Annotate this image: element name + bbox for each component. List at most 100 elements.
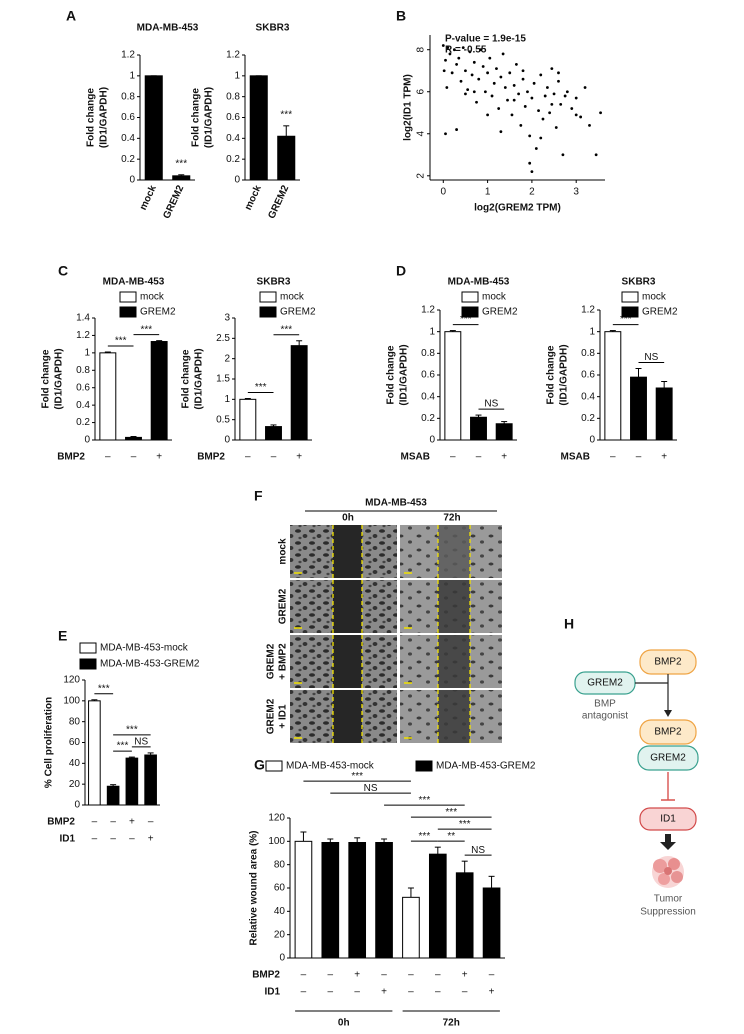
treatment-mark: – — [435, 987, 441, 998]
legend-swatch — [621, 306, 639, 318]
y-axis-label: Relative wound area (%) — [249, 830, 260, 945]
point — [554, 126, 558, 129]
bar — [277, 135, 296, 181]
panel-label: E — [58, 628, 67, 644]
significance-label: *** — [419, 795, 431, 806]
significance-label: *** — [620, 314, 632, 325]
x-axis-label: log2(GREM2 TPM) — [474, 203, 561, 214]
point — [550, 67, 554, 71]
point — [444, 132, 447, 136]
bar — [99, 352, 117, 441]
significance-label: NS — [484, 399, 498, 410]
point — [499, 75, 503, 79]
treatment-name: BMP2 — [47, 817, 75, 828]
point — [521, 77, 525, 81]
point — [559, 102, 563, 106]
y-axis-label: Fold change — [546, 345, 557, 404]
panel-label: B — [396, 8, 406, 24]
x-tick-label: mock — [243, 183, 264, 212]
legend-swatch — [259, 291, 277, 303]
y-axis-label: (ID1/GAPDH) — [399, 344, 410, 405]
legend-swatch — [621, 291, 639, 303]
treatment-mark: – — [381, 970, 387, 981]
y-tick-label: 1.2 — [76, 330, 90, 341]
column-label: 72h — [443, 513, 460, 524]
chart-title: MDA-MB-453 — [448, 277, 510, 288]
bar — [604, 331, 622, 441]
treatment-mark: – — [301, 987, 307, 998]
node-label: GREM2 — [650, 753, 686, 764]
point — [448, 52, 452, 56]
x-tick-label: 2 — [529, 187, 535, 198]
treatment-mark: – — [408, 987, 414, 998]
point — [557, 79, 560, 83]
point — [457, 56, 461, 60]
y-tick-label: 0 — [589, 435, 595, 446]
panel-label: H — [564, 616, 574, 632]
point — [490, 94, 494, 98]
y-tick-label: 0.4 — [421, 391, 435, 402]
y-tick-label: 0 — [129, 175, 135, 186]
x-tick-label: 3 — [573, 187, 579, 198]
treatment-mark: – — [110, 834, 116, 845]
wound-gap — [333, 525, 362, 578]
y-tick-label: 1.2 — [421, 305, 435, 316]
y-tick-label: 0.4 — [121, 133, 135, 144]
treatment-name: ID1 — [264, 987, 280, 998]
node-note: BMP — [594, 699, 616, 710]
tumor-icon — [652, 856, 684, 888]
bar — [455, 872, 474, 959]
point — [526, 90, 529, 94]
treatment-mark: – — [450, 452, 456, 463]
y-tick-label: 60 — [274, 883, 286, 894]
wound-gap — [333, 635, 362, 688]
significance-label: *** — [126, 725, 138, 736]
y-tick-label: 0 — [234, 175, 240, 186]
point — [479, 48, 483, 52]
legend-swatch — [119, 306, 137, 318]
point — [552, 92, 556, 96]
point — [528, 161, 532, 165]
y-tick-label: 1.4 — [76, 313, 90, 324]
point — [450, 71, 454, 75]
wound-gap — [438, 690, 470, 743]
legend-label: mock — [642, 292, 667, 303]
treatment-mark: + — [381, 987, 387, 998]
point — [445, 86, 449, 89]
node-label: BMP2 — [654, 657, 682, 668]
legend-label: MDA-MB-453-GREM2 — [436, 761, 536, 772]
significance-label: *** — [117, 741, 129, 752]
wound-gap — [333, 690, 362, 743]
group-label: 0h — [338, 1018, 350, 1029]
bar — [655, 387, 673, 441]
significance-label: NS — [134, 737, 148, 748]
bar — [144, 75, 163, 181]
point — [583, 86, 587, 89]
y-axis-label: (ID1/GAPDH) — [99, 87, 110, 148]
point — [472, 90, 476, 94]
annotation: P-value = 1.9e-15 — [445, 34, 526, 45]
treatment-mark: – — [131, 452, 137, 463]
point — [459, 79, 463, 83]
y-tick-label: 0.8 — [581, 348, 595, 359]
bar — [375, 842, 393, 959]
point — [563, 94, 567, 98]
point — [475, 100, 478, 104]
point — [532, 81, 536, 85]
treatment-mark: + — [148, 834, 154, 845]
significance-label: *** — [445, 807, 457, 818]
y-axis-label: Fold change — [41, 349, 52, 408]
treatment-mark: – — [301, 970, 307, 981]
bar — [402, 896, 420, 959]
point — [530, 96, 534, 100]
bar — [249, 75, 268, 181]
panel-label: G — [254, 757, 265, 773]
point — [588, 123, 591, 127]
y-axis-label: Fold change — [86, 88, 97, 147]
y-tick-label: 6 — [416, 89, 427, 95]
y-tick-label: 1 — [234, 70, 240, 81]
node-label: GREM2 — [587, 678, 623, 689]
y-tick-label: 0.2 — [121, 154, 135, 165]
y-tick-label: 1.2 — [121, 50, 135, 61]
